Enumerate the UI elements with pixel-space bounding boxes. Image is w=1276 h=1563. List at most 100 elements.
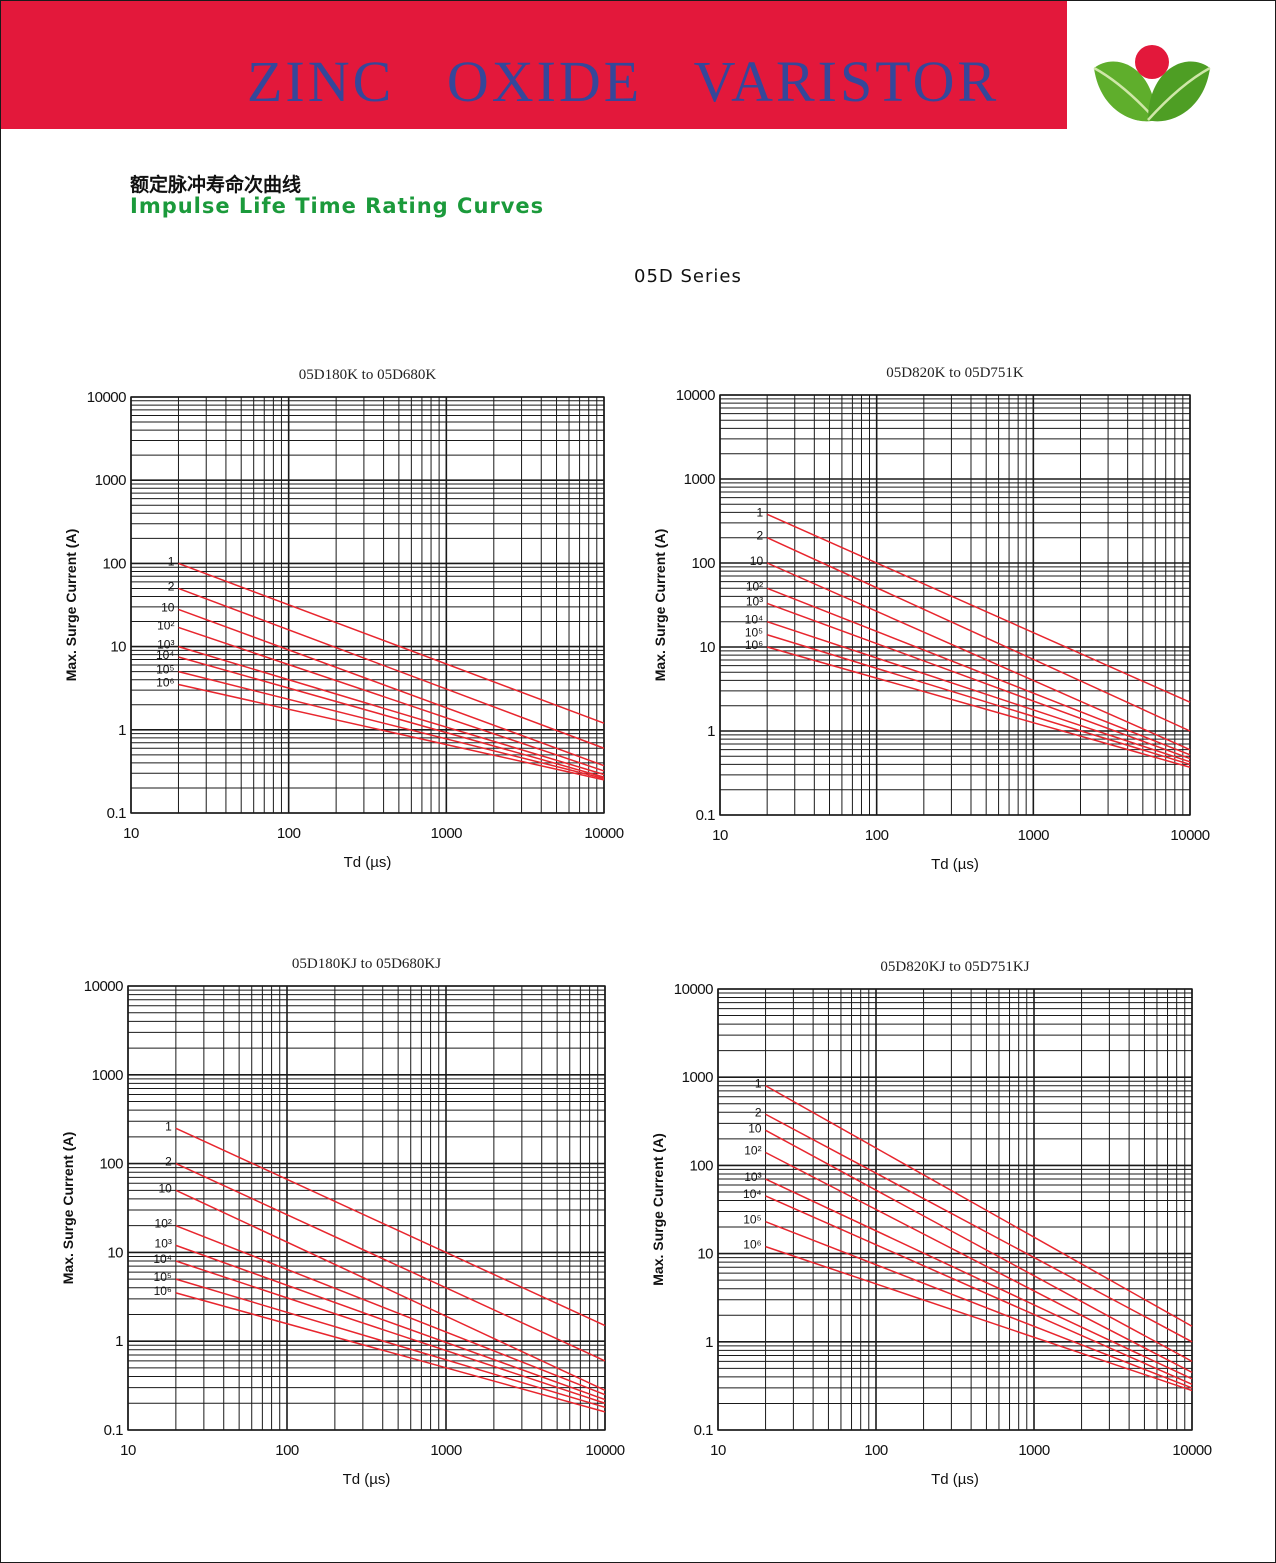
y-tick-label: 10000 <box>84 978 123 995</box>
series-label: 2 <box>168 579 175 593</box>
series-line <box>766 562 1191 751</box>
x-axis-label: Td (µs) <box>343 1471 391 1488</box>
x-tick-label: 10000 <box>584 825 623 842</box>
y-tick-label: 10000 <box>87 389 126 406</box>
series-line <box>175 1189 606 1391</box>
header-banner: ZINC OXIDE VARISTOR <box>1 1 1067 129</box>
series-line <box>178 645 605 776</box>
series-line <box>178 562 605 724</box>
series-line <box>766 646 1191 768</box>
x-tick-label: 10 <box>123 825 139 842</box>
series-label: 10⁵ <box>745 626 763 640</box>
series-label: 10⁴ <box>743 1187 762 1201</box>
y-tick-label: 10000 <box>676 387 715 404</box>
y-tick-label: 10 <box>697 1246 713 1263</box>
series-line <box>175 1292 606 1413</box>
y-tick-label: 10 <box>107 1244 123 1261</box>
chart-title: 05D180K to 05D680K <box>299 367 437 383</box>
y-tick-label: 100 <box>99 1156 123 1173</box>
series-label: 10⁶ <box>156 676 174 690</box>
series-label: 10 <box>748 1121 762 1135</box>
chart-title: 05D180KJ to 05D680KJ <box>292 956 441 972</box>
y-tick-label: 0.1 <box>694 1422 714 1439</box>
x-tick-label: 1000 <box>431 825 463 842</box>
series-line <box>175 1224 606 1396</box>
series-line <box>766 513 1191 703</box>
series-line <box>765 1220 1193 1389</box>
series-label: 10⁴ <box>156 648 175 662</box>
series-label: 05D Series <box>634 266 742 287</box>
series-line <box>178 683 605 781</box>
banner-title: ZINC OXIDE VARISTOR <box>247 49 1000 114</box>
chart-grid <box>127 985 606 1431</box>
series-line <box>765 1195 1193 1385</box>
chart-title: 05D820K to 05D751K <box>886 365 1024 381</box>
y-tick-label: 0.1 <box>696 807 716 824</box>
series-label: 10⁵ <box>154 1270 172 1284</box>
section-title-english: Impulse Life Time Rating Curves <box>130 194 545 218</box>
series-line <box>766 634 1191 766</box>
y-tick-label: 100 <box>691 555 715 572</box>
series-label: 10 <box>161 600 175 614</box>
series-label: 10⁵ <box>156 663 174 677</box>
x-tick-label: 10 <box>710 1442 726 1459</box>
x-tick-label: 100 <box>275 1442 299 1459</box>
y-tick-label: 1000 <box>95 472 127 489</box>
y-tick-label: 1 <box>118 722 126 739</box>
series-line <box>765 1151 1193 1374</box>
plot-border <box>127 985 606 1431</box>
y-axis-label: Max. Surge Current (A) <box>652 529 668 681</box>
series-label: 1 <box>756 505 763 519</box>
series-label: 10⁴ <box>153 1252 172 1266</box>
y-tick-label: 1000 <box>682 1069 714 1086</box>
x-axis-label: Td (µs) <box>344 854 392 871</box>
x-tick-label: 100 <box>277 825 301 842</box>
series-label: 10⁵ <box>743 1213 761 1227</box>
x-tick-label: 1000 <box>1018 1442 1050 1459</box>
series-line <box>175 1162 606 1362</box>
plot-border <box>130 396 605 814</box>
series-label: 10 <box>159 1181 173 1195</box>
series-label: 10³ <box>746 594 763 608</box>
series-line <box>178 670 605 780</box>
y-tick-label: 0.1 <box>104 1422 124 1439</box>
series-line <box>766 587 1191 756</box>
series-line <box>175 1127 606 1327</box>
series-label: 10 <box>750 554 764 568</box>
x-tick-label: 1000 <box>1018 827 1050 844</box>
series-label: 10² <box>157 618 174 632</box>
y-axis-label: Max. Surge Current (A) <box>60 1132 76 1284</box>
y-tick-label: 10000 <box>674 981 713 998</box>
series-line <box>175 1244 606 1401</box>
x-tick-label: 10000 <box>1170 827 1209 844</box>
series-label: 1 <box>168 554 175 568</box>
x-tick-label: 10000 <box>1172 1442 1211 1459</box>
series-label: 10⁴ <box>745 613 764 627</box>
series-label: 10³ <box>744 1170 761 1184</box>
series-line <box>765 1113 1193 1343</box>
series-label: 10² <box>746 579 763 593</box>
series-line <box>765 1085 1193 1327</box>
series-line <box>178 656 605 778</box>
x-tick-label: 10000 <box>585 1442 624 1459</box>
series-line <box>766 537 1191 732</box>
y-tick-label: 0.1 <box>107 805 127 822</box>
series-line <box>766 621 1191 763</box>
series-line <box>765 1178 1193 1380</box>
series-line <box>175 1278 606 1409</box>
y-tick-label: 10 <box>110 639 126 656</box>
series-line <box>766 602 1191 760</box>
y-tick-label: 100 <box>102 555 126 572</box>
y-tick-label: 1000 <box>684 471 716 488</box>
x-axis-label: Td (µs) <box>931 1471 979 1488</box>
leaves-logo-icon <box>1086 40 1218 130</box>
series-label: 10⁶ <box>743 1238 761 1252</box>
x-tick-label: 10 <box>120 1442 136 1459</box>
plot-border <box>719 394 1191 816</box>
series-line <box>765 1129 1193 1363</box>
y-axis-label: Max. Surge Current (A) <box>63 529 79 681</box>
x-tick-label: 100 <box>864 1442 888 1459</box>
